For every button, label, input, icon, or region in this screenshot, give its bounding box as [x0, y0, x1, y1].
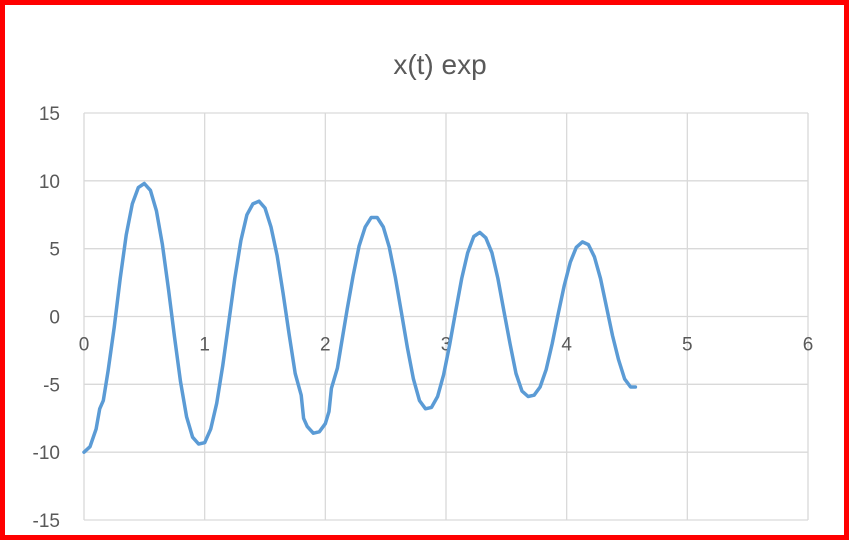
- y-tick-label: -10: [33, 443, 60, 464]
- grid-lines: [83, 112, 809, 521]
- x-axis-tick-labels: 0 1 2 3 4 5 6: [79, 335, 814, 356]
- y-tick-label: -5: [43, 375, 60, 396]
- y-tick-label: 5: [49, 240, 60, 261]
- y-tick-label: 15: [39, 104, 60, 125]
- x-tick-label: 2: [320, 335, 331, 356]
- x-tick-label: 3: [441, 335, 452, 356]
- x-tick-label: 6: [803, 335, 814, 356]
- series-layer: [82, 181, 638, 454]
- y-axis-tick-labels: 15 10 5 0 -5 -10 -15: [33, 104, 60, 532]
- x-tick-label: 5: [682, 335, 693, 356]
- x-tick-label: 0: [79, 335, 90, 356]
- series-line: [82, 181, 638, 454]
- y-tick-label: 0: [49, 308, 60, 329]
- y-tick-label: 10: [39, 172, 60, 193]
- x-tick-label: 1: [199, 335, 210, 356]
- chart-title: x(t) exp: [393, 49, 486, 80]
- y-tick-label: -15: [33, 511, 60, 532]
- x-tick-label: 4: [561, 335, 572, 356]
